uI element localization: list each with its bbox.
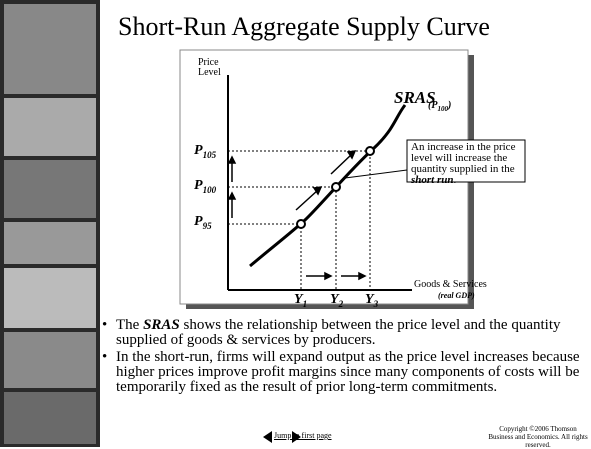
quantity-label: Y3: [365, 292, 378, 309]
price-label: P95: [194, 214, 212, 231]
bullet-emph: SRAS: [143, 317, 180, 333]
price-label-base: P: [194, 178, 203, 193]
bullet-text: In the short-run, firms will expand outp…: [116, 349, 580, 395]
quantity-label-sub: 1: [303, 299, 308, 309]
price-label-sub: 100: [203, 185, 217, 195]
annotation: An increase in the price level will incr…: [411, 142, 523, 186]
x-axis-label: Goods & Services: [414, 279, 487, 290]
x-axis-sublabel: (real GDP): [438, 291, 475, 300]
price-label: P100: [194, 178, 216, 195]
quantity-label: Y2: [330, 292, 343, 309]
price-label-sub: 95: [203, 221, 212, 231]
quantity-label-sub: 3: [374, 299, 379, 309]
bullet: The SRAS shows the relationship between …: [116, 318, 582, 348]
copyright: Copyright ©2006 Thomson Business and Eco…: [488, 425, 588, 449]
first-page-link[interactable]: Jump to first page: [274, 431, 332, 440]
side-image: [4, 268, 96, 328]
y-axis-label: Price Level: [198, 58, 228, 78]
annotation-end: .: [454, 174, 457, 186]
title: Short-Run Aggregate Supply Curve: [118, 12, 490, 42]
quantity-label: Y1: [294, 292, 307, 309]
quantity-label-base: Y: [330, 292, 339, 307]
curve-sublabel-sub: 100: [437, 105, 448, 113]
quantity-label-base: Y: [365, 292, 374, 307]
bullet-text: shows the relationship between the price…: [116, 317, 561, 348]
side-image: [4, 4, 96, 94]
price-label-base: P: [194, 214, 203, 229]
side-image: [4, 98, 96, 156]
side-image: [4, 332, 96, 388]
price-label: P105: [194, 143, 216, 160]
price-label-sub: 105: [203, 150, 217, 160]
quantity-label-sub: 2: [339, 299, 344, 309]
annotation-emph: short run: [411, 174, 454, 186]
price-label-base: P: [194, 143, 203, 158]
side-image: [4, 222, 96, 264]
bullet-text: The: [116, 317, 143, 333]
side-image: [4, 392, 96, 444]
annotation-text: An increase in the price level will incr…: [411, 141, 515, 175]
bullet: In the short-run, firms will expand outp…: [116, 350, 582, 395]
slide: Short-Run Aggregate Supply Curve Price L…: [0, 0, 591, 447]
curve-sublabel: (P100): [428, 100, 451, 113]
curve-sublabel-end: ): [448, 100, 451, 111]
quantity-label-base: Y: [294, 292, 303, 307]
side-image: [4, 160, 96, 218]
